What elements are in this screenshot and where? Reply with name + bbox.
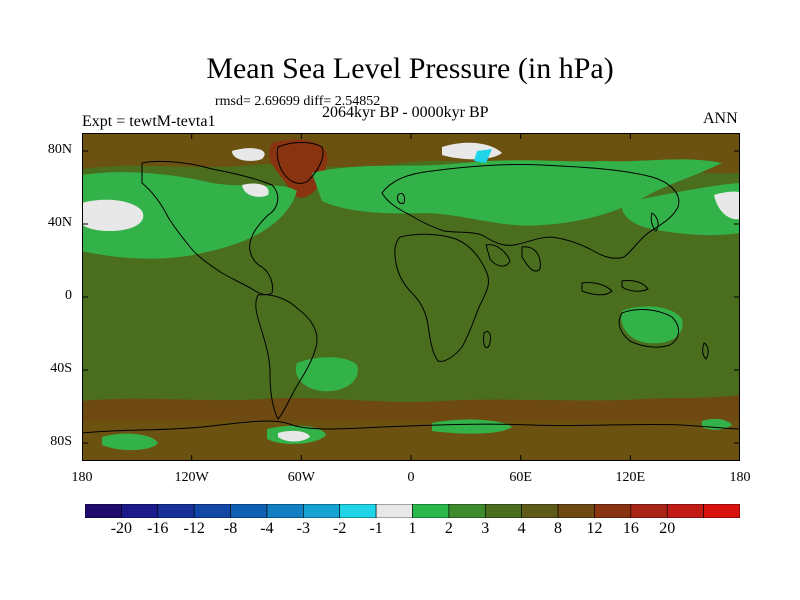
lon-tick-label: 60E <box>509 470 532 485</box>
dateline-white-region <box>714 191 740 220</box>
weddell-white-patch <box>278 430 310 442</box>
colorbar-label: -20 <box>110 520 133 537</box>
lon-tick-label: 60W <box>287 470 315 485</box>
antarctica-brown-region <box>82 421 740 461</box>
colorbar-swatch <box>630 504 668 518</box>
colorbar-label: 12 <box>586 520 603 537</box>
east-antarctic-green-patch <box>432 419 512 434</box>
map-frame <box>82 133 740 461</box>
colorbar-label: 2 <box>444 520 453 537</box>
colorbar-label: -2 <box>333 520 347 537</box>
colorbar-swatch <box>594 504 632 518</box>
colorbar-swatch <box>703 504 740 518</box>
north-atlantic-eurasia-green-region <box>312 159 722 226</box>
lat-tick-label: 0 <box>65 288 72 303</box>
colorbar-swatch <box>375 504 413 518</box>
colorbar-label: -16 <box>147 520 169 537</box>
colorbar-label: 4 <box>517 520 526 537</box>
north-pacific-white-region <box>82 199 144 231</box>
colorbar-label: -1 <box>369 520 383 537</box>
colorbar-label: -8 <box>223 520 238 537</box>
colorbar-swatch <box>266 504 304 518</box>
colorbar-label: -3 <box>296 520 310 537</box>
colorbar-label: 20 <box>659 520 676 537</box>
lat-tick-label: 40N <box>47 215 72 231</box>
north-pacific-green-region <box>82 172 297 259</box>
lat-tick-label: 80N <box>47 142 72 158</box>
colorbar <box>85 504 740 518</box>
lon-tick-label: 120E <box>615 470 646 485</box>
pressure-map <box>82 133 740 461</box>
lon-tick-label: 0 <box>407 470 415 485</box>
colorbar-label: -4 <box>260 520 274 537</box>
colorbar-swatch <box>193 504 231 518</box>
period-label: 2064kyr BP - 0000kyr BP <box>322 104 489 121</box>
south-atlantic-green-region <box>295 357 358 392</box>
siberia-cyan-patch <box>474 149 492 163</box>
colorbar-swatch <box>412 504 450 518</box>
experiment-label: Expt = tewtM-tevta1 <box>82 113 216 130</box>
colorbar-swatch <box>121 504 159 518</box>
stats-line: rmsd= 2.69699 diff= 2.54852 <box>215 94 381 109</box>
colorbar-label: 8 <box>554 520 563 537</box>
colorbar-swatch <box>230 504 268 518</box>
colorbar-label: -12 <box>183 520 205 537</box>
colorbar-swatch <box>157 504 195 518</box>
colorbar-swatch <box>521 504 559 518</box>
lat-tick-label: 80S <box>50 433 72 449</box>
colorbar-swatch <box>484 504 522 518</box>
colorbar-swatch <box>448 504 486 518</box>
greenland-high-region <box>269 139 328 198</box>
lat-tick-label: 40S <box>50 360 72 376</box>
colorbar-swatch <box>666 504 704 518</box>
colorbar-label: 3 <box>481 520 490 537</box>
colorbar-label: 1 <box>408 520 417 537</box>
colorbar-swatch <box>85 504 122 518</box>
colorbar-swatch <box>339 504 377 518</box>
chart-title: Mean Sea Level Pressure (in hPa) <box>206 52 614 85</box>
colorbar-swatch <box>557 504 595 518</box>
antarctic-green-patch <box>102 433 158 451</box>
lon-tick-label: 180 <box>71 470 93 485</box>
canada-white-patch <box>242 183 269 197</box>
arctic-white-patch <box>232 148 265 161</box>
season-label: ANN <box>703 110 738 127</box>
lon-tick-label: 180 <box>729 470 751 485</box>
colorbar-swatch <box>303 504 341 518</box>
colorbar-label: 16 <box>622 520 639 537</box>
australia-green-region <box>621 306 683 344</box>
coastlines <box>82 142 740 434</box>
lon-tick-label: 120W <box>174 470 209 485</box>
